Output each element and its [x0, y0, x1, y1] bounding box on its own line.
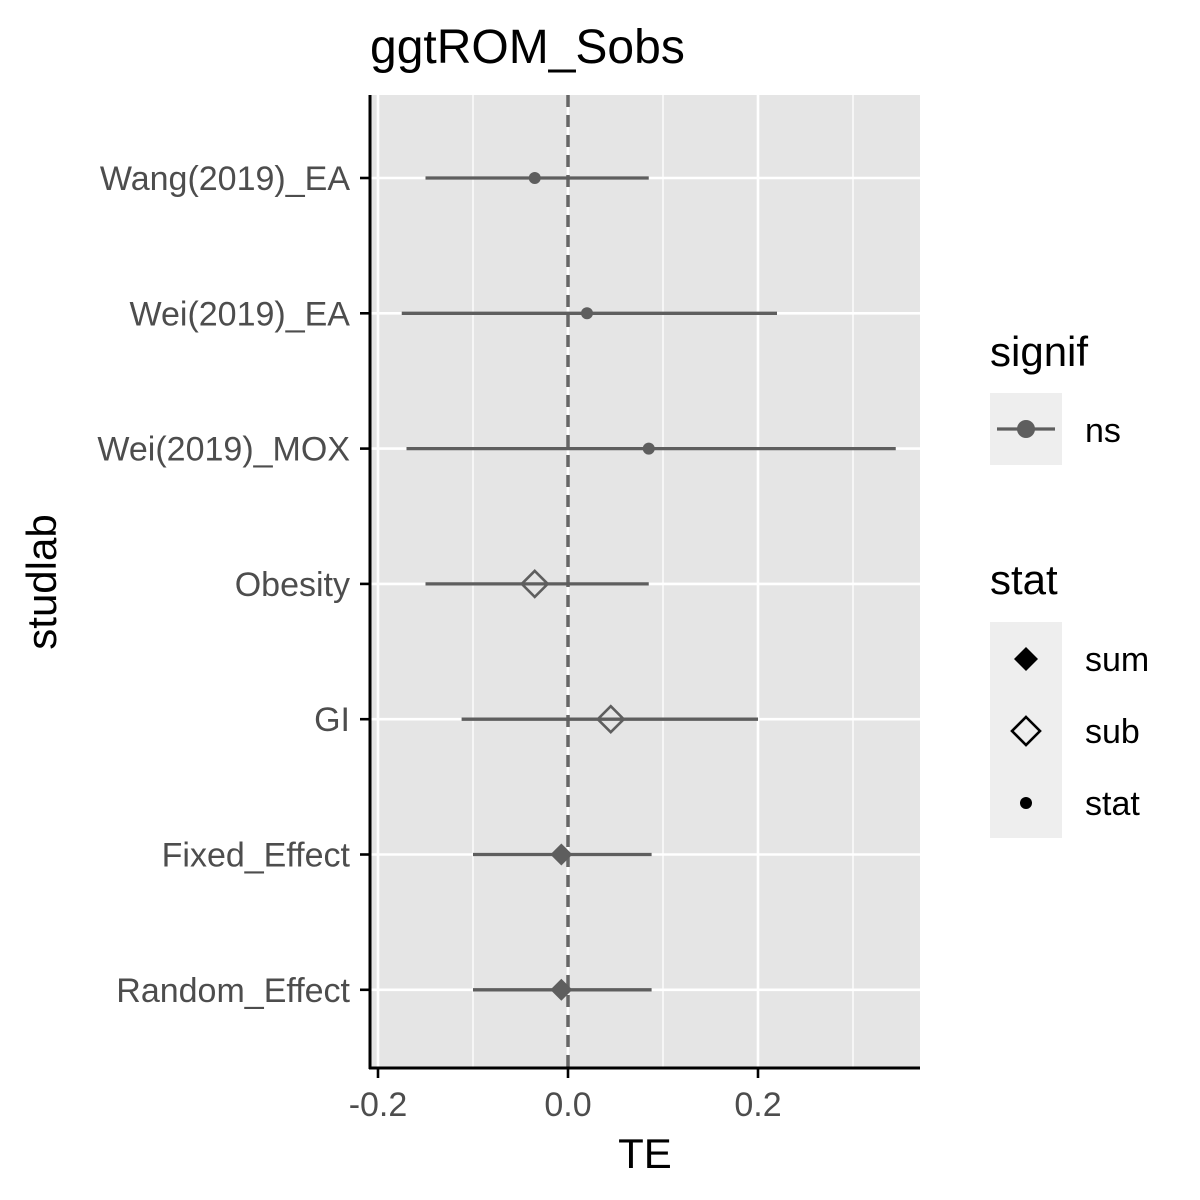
legend-stat-title: stat	[990, 556, 1058, 603]
filled-diamond-5	[550, 843, 573, 866]
legend-stat-key-1	[1010, 715, 1042, 747]
y-tick-label-3: Obesity	[235, 566, 350, 604]
y-tick-label-4: GI	[314, 701, 350, 739]
legend-stat-key-0	[1014, 647, 1038, 671]
y-tick-label-6: Random_Effect	[116, 972, 350, 1010]
x-tick-label-2: 0.2	[734, 1086, 781, 1124]
plot-panel	[370, 95, 920, 1068]
legend-stat-label-0: sum	[1085, 641, 1149, 679]
point-1	[581, 307, 593, 320]
x-axis-title: TE	[618, 1130, 672, 1177]
y-tick-label-5: Fixed_Effect	[162, 837, 351, 875]
open-diamond-3	[519, 569, 550, 599]
y-tick-label-1: Wei(2019)_EA	[130, 295, 351, 333]
y-tick-label-0: Wang(2019)_EA	[100, 160, 350, 198]
y-axis-title: studlab	[18, 514, 65, 649]
chart-title: ggtROM_Sobs	[370, 21, 685, 74]
x-tick-label-0: -0.2	[349, 1086, 408, 1124]
x-tick-label-1: 0.0	[544, 1086, 591, 1124]
legend-signif-label-0: ns	[1085, 412, 1121, 450]
open-diamond-4	[595, 704, 626, 735]
point-2	[642, 442, 655, 455]
legend-stat-key-2	[1020, 797, 1032, 809]
legend-stat-label-2: stat	[1085, 785, 1140, 823]
legend-signif-key-point	[1017, 420, 1035, 438]
filled-diamond-6	[550, 978, 573, 1001]
legend-stat-label-1: sub	[1085, 713, 1140, 751]
point-0	[528, 172, 541, 184]
legend-signif-title: signif	[990, 328, 1088, 375]
y-tick-label-2: Wei(2019)_MOX	[97, 431, 350, 469]
